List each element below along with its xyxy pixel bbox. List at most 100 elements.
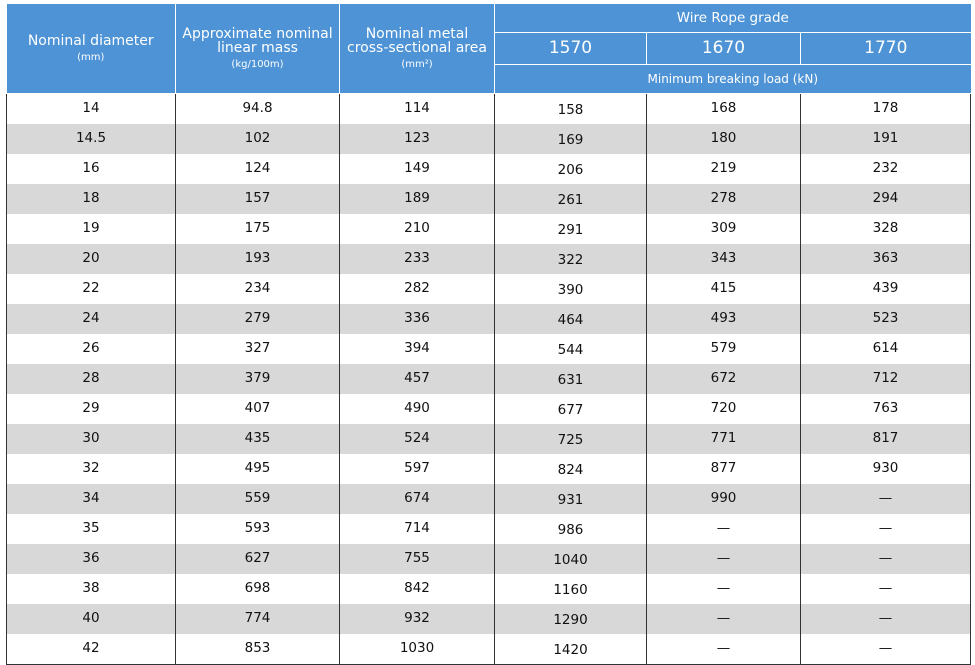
cell-grade-1670: 771: [646, 424, 801, 454]
cell-diameter: 29: [6, 394, 176, 424]
cell-area: 597: [339, 454, 495, 484]
cell-grade-1570: 544: [494, 334, 647, 364]
table-row: 16 124 149 206 219 232: [6, 154, 972, 184]
table-row: 40 774 932 1290— —: [6, 604, 972, 634]
cell-grade-1570: 464: [494, 304, 647, 334]
cell-grade-1570: 291: [494, 214, 647, 244]
cell-grade-1770: 712: [799, 364, 972, 394]
cell-linear-mass: 853: [175, 634, 340, 665]
header-minimum-breaking-load: Minimum breaking load (kN): [493, 64, 971, 94]
cell-grade-1670: 309: [646, 214, 801, 244]
cell-grade-1670: 579: [646, 334, 801, 364]
cell-area: 1030: [339, 634, 495, 665]
header-nominal-diameter: Nominal diameter (mm): [6, 4, 176, 94]
header-nominal-diameter-label: Nominal diameter: [27, 32, 154, 49]
cell-linear-mass: 94.8: [175, 93, 340, 124]
cell-linear-mass: 627: [175, 544, 340, 574]
cell-linear-mass: 559: [175, 484, 340, 514]
cell-grade-1770: —: [799, 604, 972, 634]
cell-area: 674: [339, 484, 495, 514]
cell-diameter: 30: [6, 424, 176, 454]
cell-linear-mass: 157: [175, 184, 340, 214]
table-body: 14 94.8 114 158 168 178 14.5 102 123 169 180 191 16 1…: [6, 93, 972, 665]
cell-linear-mass: 234: [175, 274, 340, 304]
cell-area: 336: [339, 304, 495, 334]
cell-area: 755: [339, 544, 495, 574]
cell-diameter: 22: [6, 274, 176, 304]
cell-linear-mass: 193: [175, 244, 340, 274]
cell-diameter: 32: [6, 454, 176, 484]
cell-grade-1770: 363: [799, 244, 972, 274]
cell-area: 490: [339, 394, 495, 424]
cell-grade-1770: 930: [799, 454, 972, 484]
cell-grade-1570: 322: [494, 244, 647, 274]
cell-area: 233: [339, 244, 495, 274]
cell-grade-1670: 415: [646, 274, 801, 304]
cell-grade-1770: 817: [799, 424, 972, 454]
cell-grade-1670: 168: [646, 93, 801, 124]
cell-grade-1670: —: [646, 574, 801, 604]
cell-linear-mass: 774: [175, 604, 340, 634]
cell-grade-1770: 439: [799, 274, 972, 304]
header-cross-sectional-area-unit: (mm²): [401, 58, 433, 70]
cell-area: 714: [339, 514, 495, 544]
table-row: 20 193 233 322 343 363: [6, 244, 972, 274]
cell-grade-1670: —: [646, 604, 801, 634]
cell-grade-1670: —: [646, 634, 801, 665]
cell-linear-mass: 279: [175, 304, 340, 334]
table-row: 29 407 490 677 720 763: [6, 394, 972, 424]
cell-grade-1570: 1160: [494, 574, 647, 604]
cell-grade-1770: —: [799, 634, 972, 665]
table-row: 34 559 674 931 990—: [6, 484, 972, 514]
cell-area: 457: [339, 364, 495, 394]
table-row: 26 327 394 544 579 614: [6, 334, 972, 364]
cell-grade-1670: —: [646, 514, 801, 544]
table-row: 14.5 102 123 169 180 191: [6, 124, 972, 154]
cell-grade-1570: 169: [494, 124, 647, 154]
wire-rope-spec-table: Nominal diameter (mm) Approximate nomina…: [6, 4, 972, 665]
cell-diameter: 18: [6, 184, 176, 214]
table-row: 14 94.8 114 158 168 178: [6, 93, 972, 124]
header-cross-sectional-area-label: Nominal metal cross-sectional area: [347, 25, 487, 57]
cell-diameter: 14: [6, 93, 176, 124]
cell-grade-1570: 725: [494, 424, 647, 454]
cell-area: 282: [339, 274, 495, 304]
table-row: 32 495 597 824 877 930: [6, 454, 972, 484]
cell-grade-1570: 206: [494, 154, 647, 184]
cell-grade-1570: 631: [494, 364, 647, 394]
cell-grade-1770: 294: [799, 184, 972, 214]
cell-area: 189: [339, 184, 495, 214]
header-grade-1570: 1570: [494, 32, 647, 65]
cell-grade-1770: 191: [799, 124, 972, 154]
cell-grade-1570: 986: [494, 514, 647, 544]
cell-linear-mass: 435: [175, 424, 340, 454]
cell-linear-mass: 175: [175, 214, 340, 244]
table-row: 19 175 210 291 309 328: [6, 214, 972, 244]
table-row: 28 379 457 631 672 712: [6, 364, 972, 394]
cell-linear-mass: 407: [175, 394, 340, 424]
cell-grade-1670: —: [646, 544, 801, 574]
table-row: 38 698 842 1160— —: [6, 574, 972, 604]
cell-grade-1570: 261: [494, 184, 647, 214]
cell-area: 123: [339, 124, 495, 154]
cell-diameter: 38: [6, 574, 176, 604]
cell-grade-1770: 328: [799, 214, 972, 244]
cell-grade-1570: 1290: [494, 604, 647, 634]
cell-diameter: 28: [6, 364, 176, 394]
cell-diameter: 36: [6, 544, 176, 574]
header-grade-1770: 1770: [799, 32, 971, 65]
cell-grade-1570: 1040: [494, 544, 647, 574]
cell-grade-1570: 931: [494, 484, 647, 514]
table-row: 35 593 714 986— —: [6, 514, 972, 544]
header-linear-mass-unit: (kg/100m): [231, 58, 284, 70]
cell-grade-1770: —: [799, 484, 972, 514]
cell-area: 149: [339, 154, 495, 184]
cell-grade-1770: 178: [799, 93, 972, 124]
cell-grade-1670: 343: [646, 244, 801, 274]
cell-diameter: 24: [6, 304, 176, 334]
cell-linear-mass: 379: [175, 364, 340, 394]
cell-grade-1770: 614: [799, 334, 972, 364]
table-row: 36 627 755 1040— —: [6, 544, 972, 574]
cell-grade-1570: 158: [494, 93, 647, 124]
cell-grade-1570: 677: [494, 394, 647, 424]
